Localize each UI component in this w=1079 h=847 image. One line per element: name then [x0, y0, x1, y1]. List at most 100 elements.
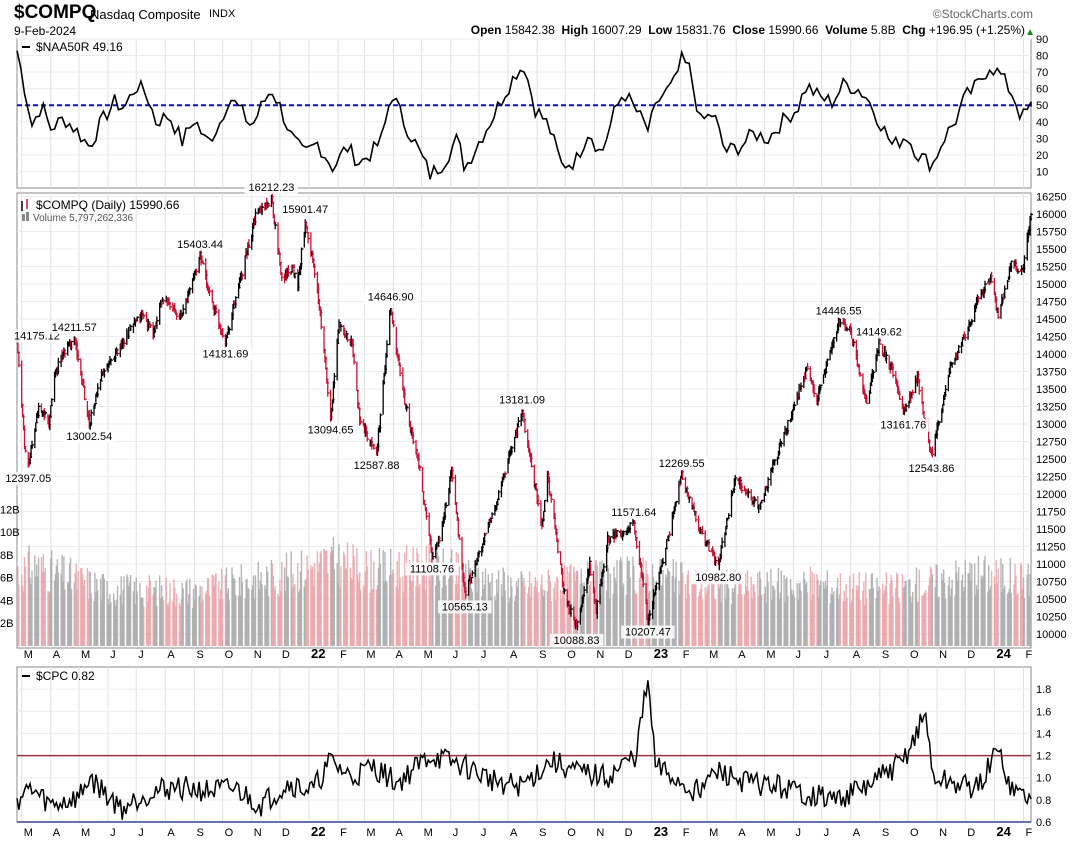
volume-bar [714, 599, 717, 646]
volume-bar [402, 576, 404, 646]
price-annotation-bg [244, 181, 299, 195]
volume-bar [574, 580, 577, 646]
volume-bar [281, 562, 283, 646]
volume-bar [311, 569, 313, 646]
volume-bar [713, 598, 716, 646]
volume-bar [313, 586, 315, 646]
y-tick-label: 50 [1036, 100, 1048, 112]
volume-bar [917, 601, 919, 646]
volume-bar [404, 552, 406, 646]
volume-bar [771, 600, 773, 646]
volume-bar [115, 599, 118, 646]
volume-bar [16, 574, 18, 646]
volume-bar [102, 574, 105, 646]
volume-bar [799, 583, 801, 646]
index-type: INDX [209, 8, 236, 20]
volume-bar [153, 587, 155, 646]
x-axis-month-label: A [510, 649, 518, 661]
x-axis-month-label: J [110, 649, 116, 661]
volume-bar [943, 569, 945, 646]
volume-bar [114, 605, 117, 646]
volume-bar [877, 590, 879, 646]
volume-bar [89, 572, 91, 646]
volume-bar [549, 581, 551, 646]
x-axis-month-label: M [424, 649, 433, 661]
volume-bar [835, 588, 838, 646]
volume-bar [930, 568, 933, 646]
volume-bar [201, 586, 203, 646]
volume-bar [239, 595, 242, 646]
panel-frame-breadth [16, 38, 1032, 189]
price-annotation-bg [852, 325, 906, 339]
volume-bar [752, 583, 754, 646]
volume-bar [248, 589, 250, 646]
volume-bar [754, 591, 756, 646]
volume-bar [678, 580, 680, 646]
volume-bar [924, 592, 926, 646]
volume-bar [292, 573, 294, 646]
volume-bar [789, 578, 792, 646]
volume-bar [412, 547, 414, 646]
volume-bar [554, 582, 556, 646]
y-tick-label: 14500 [1036, 314, 1067, 326]
y-tick-label: 14250 [1036, 332, 1067, 344]
volume-bar [724, 579, 726, 646]
volume-bar [457, 553, 459, 646]
change-value: +196.95 (+1.25%) [928, 23, 1025, 37]
volume-bar [957, 580, 959, 646]
price-annotation-bg [811, 304, 866, 318]
x-axis-month-label: A [853, 649, 861, 661]
volume-bar [890, 575, 892, 646]
open-label: Open [470, 23, 502, 37]
volume-bar [778, 598, 781, 646]
volume-bar [235, 595, 237, 646]
volume-bar [576, 570, 579, 646]
volume-bar [619, 560, 621, 646]
volume-bar [167, 605, 169, 646]
putcall-line [16, 680, 1032, 820]
volume-bar [349, 567, 351, 646]
volume-bar [897, 597, 900, 646]
volume-bar [337, 582, 339, 646]
volume-bar [379, 564, 382, 646]
volume-bar [925, 590, 927, 646]
volume-bar [777, 567, 780, 646]
volume-bar [1028, 595, 1030, 646]
volume-bar [629, 577, 631, 646]
volume-bar [132, 591, 135, 646]
volume-bar [500, 584, 503, 646]
volume-bar [892, 596, 894, 646]
volume-bar [41, 571, 43, 646]
volume-bar [220, 589, 222, 646]
volume-bar [495, 600, 497, 646]
volume-bar [50, 558, 52, 646]
volume-bar [364, 571, 366, 646]
volume-bar [541, 574, 543, 646]
volume-bar [392, 573, 395, 646]
volume-bar [955, 560, 957, 646]
volume-bar [44, 567, 46, 646]
volume-bar [744, 572, 747, 646]
volume-bar [155, 580, 157, 646]
volume-bar [832, 595, 834, 646]
volume-bar [423, 573, 426, 646]
price-annotation: 12269.55 [659, 458, 705, 470]
volume-bar [1027, 564, 1029, 646]
volume-bar [745, 586, 748, 646]
volume-bar [54, 573, 57, 646]
volume-bar [408, 560, 411, 646]
volume-bar [811, 571, 813, 646]
volume-bar [968, 573, 970, 646]
price-annotation-bg [62, 429, 117, 443]
panel-frame-price [16, 192, 1032, 649]
volume-bar [954, 595, 956, 646]
x-axis-month-label: A [853, 827, 861, 839]
price-annotation-bg [173, 237, 227, 251]
volume-bar [175, 593, 178, 646]
volume-bar [852, 573, 855, 646]
volume-bar [159, 575, 161, 646]
volume-bar [557, 578, 559, 646]
volume-bar [889, 583, 891, 646]
volume-bar [294, 583, 296, 646]
volume-bar [411, 580, 413, 646]
